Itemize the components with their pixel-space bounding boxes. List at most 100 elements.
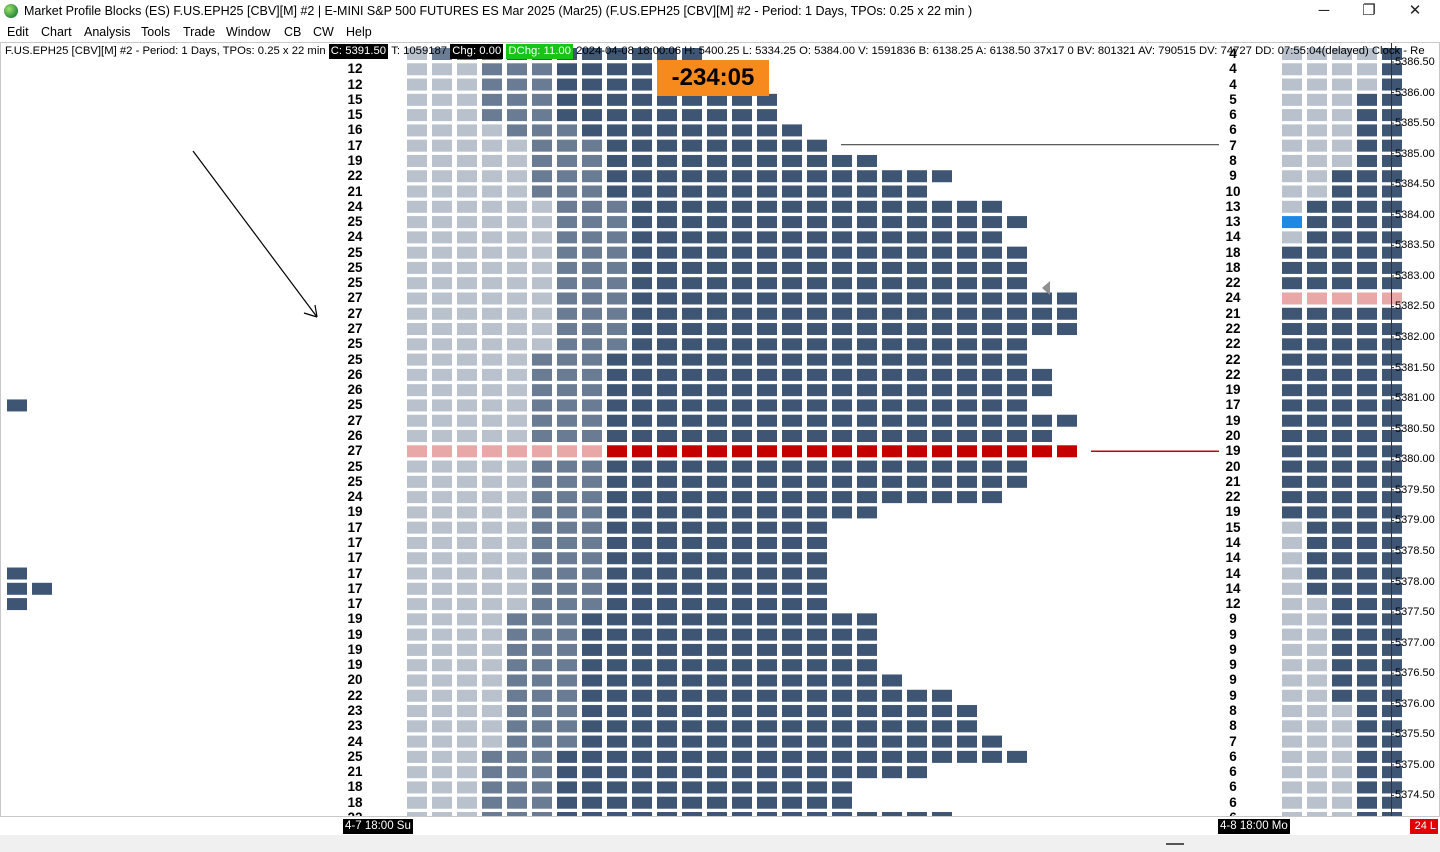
tpo-block [557, 384, 577, 397]
menu-edit[interactable]: Edit [7, 25, 29, 39]
right-tpo-block [1357, 567, 1377, 580]
tpo-block [557, 735, 577, 748]
tpo-block [607, 246, 627, 259]
resize-grip-icon[interactable] [1166, 843, 1184, 845]
right-tpo-block [1307, 796, 1327, 809]
tpo-block [607, 109, 627, 122]
right-tpo-block [1382, 231, 1402, 244]
tpo-block [532, 475, 552, 488]
row-count-label: 26 [347, 366, 363, 382]
row-count-label: 24 [347, 198, 363, 214]
tpo-block [457, 292, 477, 305]
tpo-block [732, 323, 752, 336]
tpo-block [932, 460, 952, 473]
tpo-block [757, 582, 777, 595]
right-tpo-block [1382, 475, 1402, 488]
tpo-block [882, 170, 902, 183]
tpo-block [832, 185, 852, 198]
right-tpo-block [1332, 796, 1352, 809]
tpo-block [882, 674, 902, 687]
tpo-block [807, 506, 827, 519]
right-tpo-block [1282, 353, 1302, 366]
menu-tools[interactable]: Tools [141, 25, 171, 39]
row-count-label: 17 [347, 534, 363, 550]
right-tpo-block [1357, 216, 1377, 229]
tpo-block [757, 812, 777, 816]
tpo-block [507, 261, 527, 274]
tpo-block [532, 796, 552, 809]
tpo-block [807, 796, 827, 809]
tpo-block [582, 292, 602, 305]
tpo-block [657, 430, 677, 442]
tpo-block [732, 536, 752, 549]
menu-trade[interactable]: Trade [183, 25, 216, 39]
tpo-block [682, 506, 702, 519]
tpo-block [782, 353, 802, 366]
tpo-block [932, 246, 952, 259]
tpo-block [632, 384, 652, 397]
tpo-block [432, 200, 452, 213]
tpo-block [682, 643, 702, 656]
tpo-block [657, 323, 677, 336]
tpo-block [507, 812, 527, 816]
tpo-block [732, 109, 752, 122]
tpo-block [582, 231, 602, 244]
menu-bar: Edit Chart Analysis Tools Trade Window C… [0, 23, 1440, 42]
right-tpo-block [1332, 368, 1352, 381]
maximize-button[interactable]: ❐ [1362, 2, 1376, 19]
tpo-block [832, 796, 852, 809]
tpo-block [507, 124, 527, 137]
tpo-block [532, 781, 552, 794]
row-count-label: 17 [347, 519, 363, 535]
right-tpo-block [1382, 506, 1402, 519]
tpo-block [907, 445, 927, 458]
right-tpo-block [1282, 93, 1302, 106]
tpo-block [857, 200, 877, 213]
tpo-block [882, 384, 902, 397]
tpo-block [532, 659, 552, 672]
right-tpo-block [1382, 766, 1402, 779]
status-bar [0, 835, 1440, 852]
menu-help[interactable]: Help [346, 25, 372, 39]
right-tpo-block [1282, 63, 1302, 76]
tpo-block [457, 323, 477, 336]
tpo-block [657, 200, 677, 213]
minimize-button[interactable]: ─ [1318, 2, 1330, 19]
tpo-block [832, 445, 852, 458]
tpo-block [907, 812, 927, 816]
menu-analysis[interactable]: Analysis [84, 25, 131, 39]
menu-chart[interactable]: Chart [41, 25, 72, 39]
close-button[interactable]: ✕ [1408, 2, 1422, 19]
tpo-block [932, 475, 952, 488]
menu-window[interactable]: Window [226, 25, 271, 39]
tpo-block [507, 766, 527, 779]
tpo-block [757, 368, 777, 381]
tpo-block [857, 674, 877, 687]
tpo-block [632, 506, 652, 519]
tpo-block [707, 93, 727, 106]
tpo-block [932, 307, 952, 320]
right-tpo-block [1357, 399, 1377, 412]
tpo-block [407, 659, 427, 672]
tpo-block [457, 598, 477, 611]
menu-cw[interactable]: CW [313, 25, 334, 39]
price-label: 5377.00 [1395, 636, 1435, 649]
tpo-block [707, 445, 727, 458]
tpo-block [832, 750, 852, 763]
tpo-block [832, 307, 852, 320]
tpo-block [732, 277, 752, 290]
right-row-count-label: 13 [1225, 198, 1241, 214]
tpo-block [532, 170, 552, 183]
tpo-block [832, 659, 852, 672]
chart-area[interactable]: 1212121515161719222124252425252527272725… [0, 42, 1440, 817]
right-row-count-label: 6 [1229, 794, 1237, 810]
menu-cb[interactable]: CB [284, 25, 302, 39]
tpo-block [682, 216, 702, 229]
tpo-block [657, 521, 677, 534]
tpo-block [432, 552, 452, 565]
right-tpo-block [1382, 521, 1402, 534]
right-tpo-block [1332, 261, 1352, 274]
right-tpo-block [1282, 689, 1302, 702]
tpo-block [857, 659, 877, 672]
right-tpo-block [1382, 292, 1402, 305]
